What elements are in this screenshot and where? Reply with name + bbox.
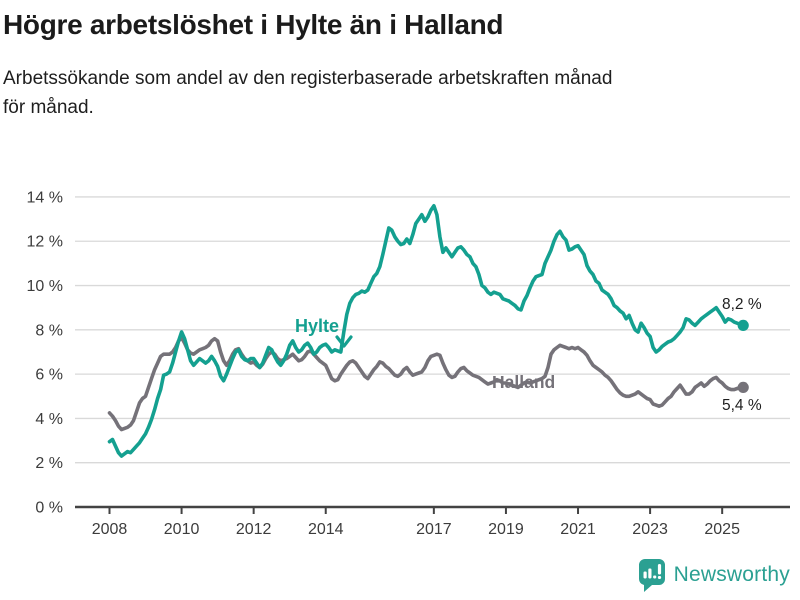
x-axis-tick-label: 2008 <box>92 521 128 538</box>
series-end-dot-halland <box>737 381 749 394</box>
y-axis-tick-label: 10 % <box>27 278 63 295</box>
y-axis-tick-label: 6 % <box>35 367 63 384</box>
unemployment-line-chart: 0 % 2 % 4 % 6 % 8 % 10 % 12 % 14 % 2008 2010 2012 2… <box>0 170 800 556</box>
bar-chart-speech-bubble-icon <box>638 558 665 592</box>
chart-svg: 0 % 2 % 4 % 6 % 8 % 10 % 12 % 14 % 2008 2010 2012 2… <box>27 189 790 538</box>
chart-subtitle: Arbetssökande som andel av den registerb… <box>3 64 797 122</box>
x-axis-tick-label: 2017 <box>416 521 452 538</box>
y-axis-tick-label: 2 % <box>35 455 63 472</box>
series-line-halland <box>107 335 746 432</box>
y-axis-tick-label: 8 % <box>35 322 63 339</box>
subtitle-line-2: för månad. <box>3 96 94 118</box>
y-axis-tick-label: 0 % <box>35 500 63 517</box>
end-value-label-hylte: 8,2 % <box>722 296 762 313</box>
series-label-halland: Halland <box>492 372 555 392</box>
y-axis-tick-label: 4 % <box>35 411 63 428</box>
subtitle-line-1: Arbetssökande som andel av den registerb… <box>3 67 613 89</box>
series-label-hylte: Hylte <box>295 316 339 336</box>
series-line-hylte <box>107 203 746 458</box>
y-axis-tick-label: 14 % <box>27 189 63 206</box>
end-value-label-halland: 5,4 % <box>722 397 762 414</box>
x-axis-tick-label: 2010 <box>164 521 200 538</box>
series-end-dot-hylte <box>737 319 749 332</box>
x-axis-tick-label: 2021 <box>560 521 596 538</box>
page-title: Högre arbetslöshet i Hylte än i Halland <box>3 9 504 40</box>
x-axis-tick-label: 2025 <box>704 521 740 538</box>
series-label-arrow-icon <box>335 335 353 348</box>
x-axis-tick-label: 2014 <box>308 521 344 538</box>
newsworthy-logo: Newsworthy <box>638 558 790 592</box>
x-axis-tick-label: 2012 <box>236 521 272 538</box>
x-axis-tick-label: 2023 <box>632 521 668 538</box>
brand-name: Newsworthy <box>673 563 790 586</box>
chart-header: Högre arbetslöshet i Hylte än i Halland … <box>0 0 797 122</box>
x-axis-tick-label: 2019 <box>488 521 524 538</box>
y-axis-tick-label: 12 % <box>27 234 63 251</box>
